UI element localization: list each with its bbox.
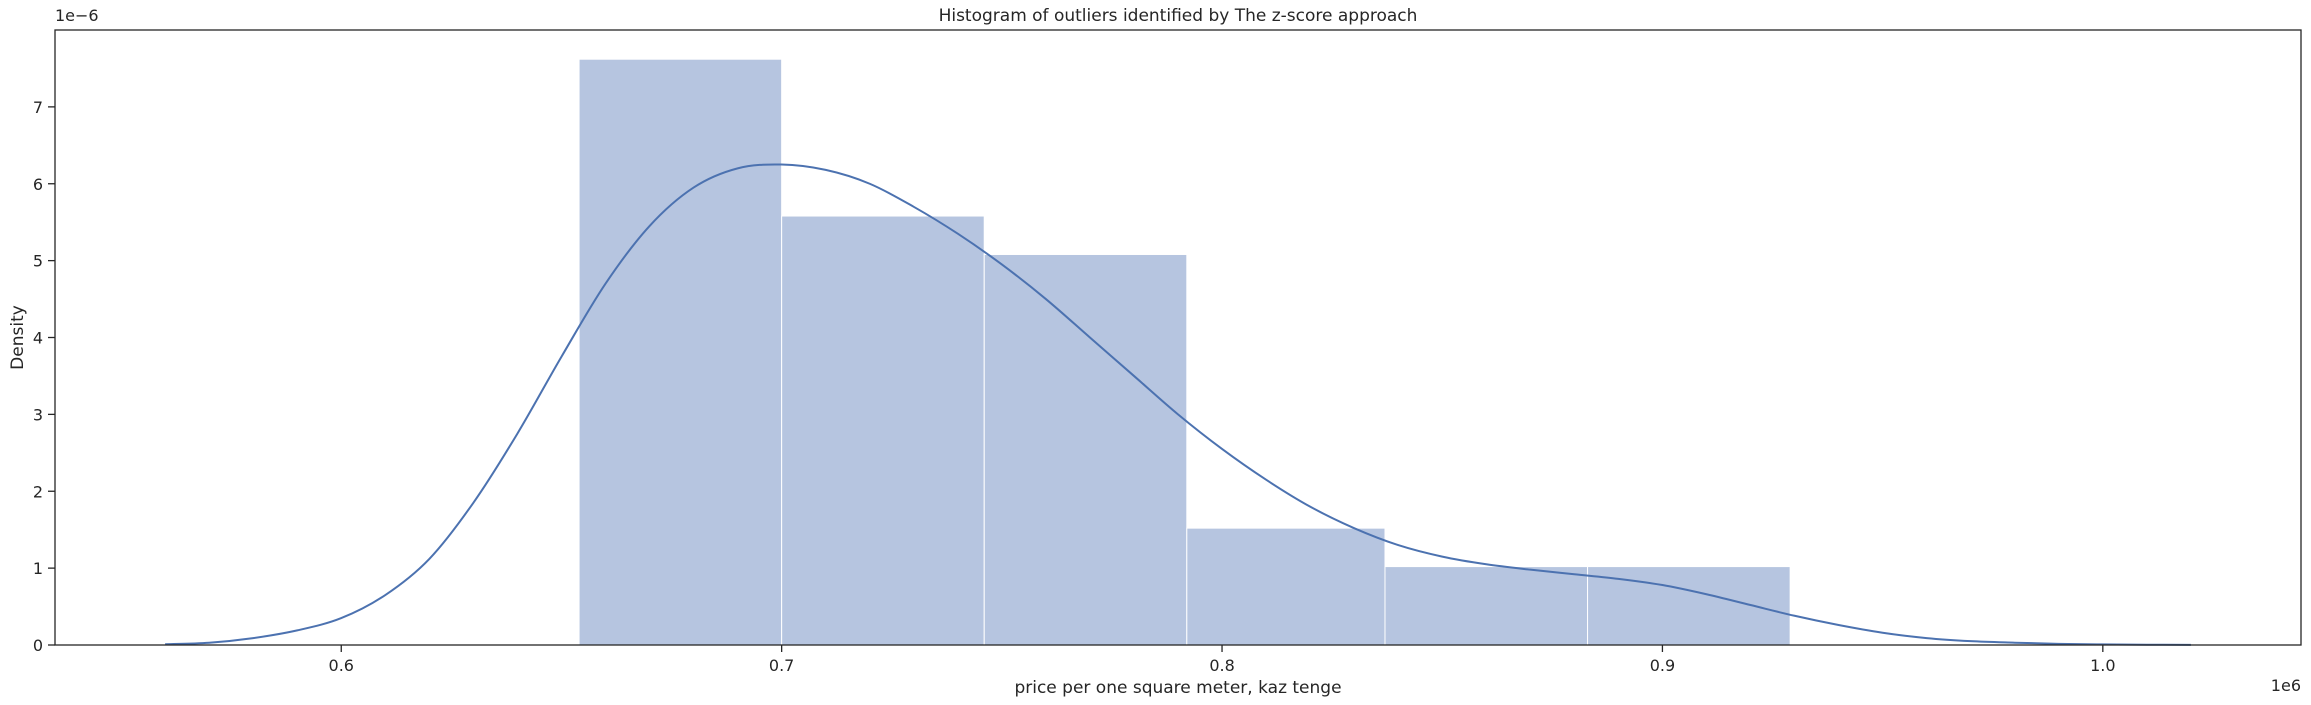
kde-curve: [165, 163, 2191, 646]
histogram-bars: [578, 58, 1791, 646]
x-tick-label: 0.9: [1650, 656, 1675, 675]
y-axis-label: Density: [8, 305, 28, 370]
x-tick-label: 0.7: [769, 656, 794, 675]
x-axis-ticks: 0.6 0.7 0.8 0.9 1.0: [329, 645, 2116, 675]
x-tick-label: 0.6: [329, 656, 354, 675]
y-tick-label: 4: [33, 329, 43, 348]
x-tick-label: 1.0: [2090, 656, 2115, 675]
y-tick-label: 2: [33, 482, 43, 501]
histogram-bar-3: [983, 253, 1188, 646]
histogram-bar-4: [1186, 527, 1386, 646]
x-tick-label: 0.8: [1209, 656, 1234, 675]
y-axis-scale-label: 1e−6: [55, 6, 99, 25]
histogram-bar-5: [1384, 566, 1589, 646]
y-tick-label: 1: [33, 559, 43, 578]
y-tick-label: 5: [33, 252, 43, 271]
y-tick-label: 7: [33, 98, 43, 117]
histogram-bar-2: [781, 215, 985, 646]
x-axis-scale-label: 1e6: [2271, 676, 2301, 695]
y-axis-ticks: 0 1 2 3 4 5 6 7: [33, 98, 55, 655]
y-tick-label: 0: [33, 636, 43, 655]
histogram-bar-1: [578, 58, 783, 646]
y-tick-label: 6: [33, 175, 43, 194]
x-axis-label: price per one square meter, kaz tenge: [1014, 678, 1341, 698]
chart-title: Histogram of outliers identified by The …: [939, 6, 1418, 26]
y-tick-label: 3: [33, 405, 43, 424]
